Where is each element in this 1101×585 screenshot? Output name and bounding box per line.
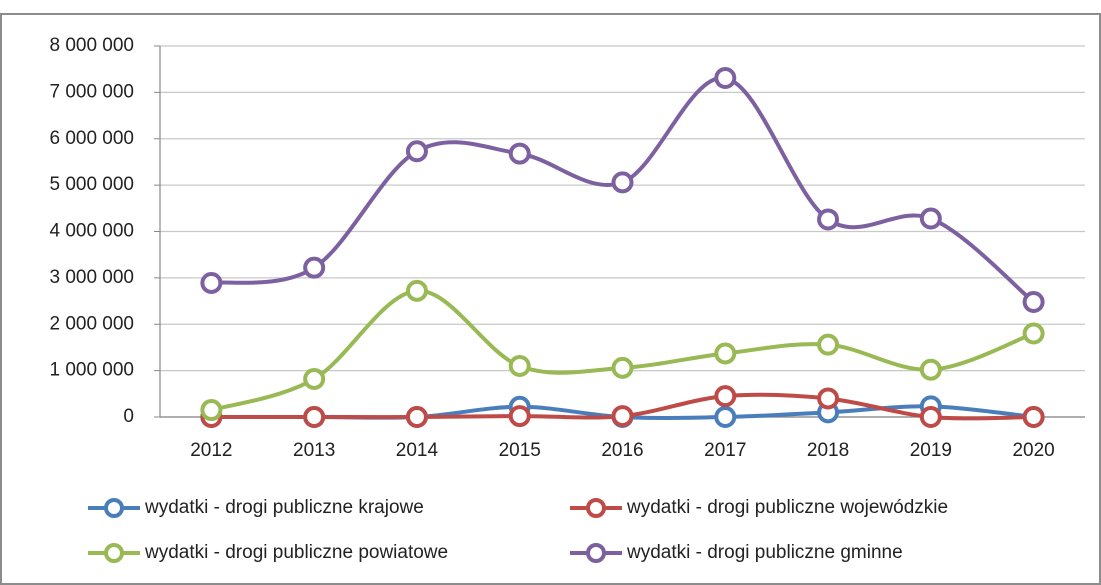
legend-label: wydatki - drogi publiczne krajowe [144, 497, 424, 518]
x-tick-label: 2017 [704, 440, 746, 461]
data-point [508, 405, 531, 428]
data-point [714, 66, 737, 89]
x-tick-label: 2012 [190, 440, 232, 461]
data-point [508, 354, 531, 377]
legend-swatch-marker [586, 498, 606, 518]
legend-swatch-marker [586, 543, 606, 563]
y-tick-label: 0 [123, 406, 134, 427]
y-tick-label: 6 000 000 [49, 128, 134, 149]
data-point [200, 271, 223, 294]
y-tick-label: 8 000 000 [49, 35, 134, 56]
data-point [200, 399, 223, 422]
data-point [303, 367, 326, 390]
y-tick-label: 1 000 000 [49, 360, 134, 381]
data-point [817, 333, 840, 356]
data-point [714, 342, 737, 365]
data-point [817, 387, 840, 410]
x-tick-label: 2014 [396, 440, 439, 461]
y-tick-label: 3 000 000 [49, 267, 134, 288]
x-tick-label: 2018 [807, 440, 849, 461]
legend-item: wydatki - drogi publiczne wojewódzkie [570, 497, 948, 518]
data-point [611, 405, 634, 428]
x-tick-label: 2019 [910, 440, 952, 461]
data-point [1022, 322, 1045, 345]
data-point [817, 208, 840, 231]
legend-label: wydatki - drogi publiczne powiatowe [144, 542, 448, 563]
data-point [611, 356, 634, 379]
data-point [714, 406, 737, 428]
y-tick-label: 2 000 000 [49, 313, 134, 334]
legend-label: wydatki - drogi publiczne wojewódzkie [626, 497, 948, 518]
x-tick-label: 2015 [499, 440, 541, 461]
data-point [405, 406, 428, 428]
data-point [714, 385, 737, 408]
legend-item: wydatki - drogi publiczne gminne [570, 542, 903, 563]
data-point [611, 171, 634, 194]
x-tick-label: 2020 [1012, 440, 1054, 461]
data-point [919, 406, 942, 428]
data-point [405, 279, 428, 302]
legend-item: wydatki - drogi publiczne krajowe [88, 497, 424, 518]
chart-frame [0, 13, 1101, 585]
data-point [1022, 290, 1045, 313]
y-tick-label: 7 000 000 [49, 81, 134, 102]
data-point [508, 142, 531, 165]
legend-item: wydatki - drogi publiczne powiatowe [88, 542, 448, 563]
x-tick-label: 2013 [293, 440, 335, 461]
data-point [919, 358, 942, 381]
legend-swatch-marker [104, 498, 124, 518]
y-tick-label: 5 000 000 [49, 174, 134, 195]
x-tick-label: 2016 [601, 440, 643, 461]
data-point [303, 256, 326, 279]
series-line [211, 75, 1035, 304]
legend-label: wydatki - drogi publiczne gminne [626, 542, 903, 563]
y-tick-label: 4 000 000 [49, 221, 134, 242]
data-point [303, 406, 326, 428]
legend-swatch-marker [104, 543, 124, 563]
data-point [1022, 406, 1045, 428]
data-point [919, 207, 942, 230]
data-point [405, 140, 428, 163]
